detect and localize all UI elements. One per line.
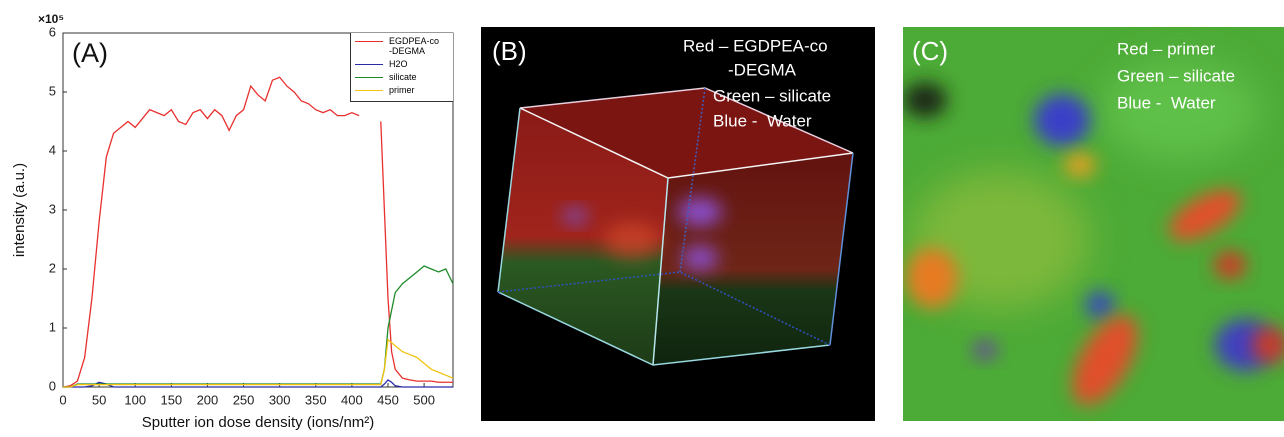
y-axis-label: intensity (a.u.): [11, 163, 28, 257]
legend-swatch: [355, 41, 383, 42]
legend-entry: silicate: [351, 72, 453, 82]
panel-label: (B): [492, 36, 527, 66]
legend-swatch: [355, 77, 383, 78]
panel-legend-text: Blue - Water: [1117, 93, 1216, 112]
y-tick-label: 5: [49, 83, 56, 98]
legend-entry: EGDPEA-co -DEGMA: [351, 36, 453, 56]
y-tick-label: 3: [49, 201, 56, 216]
y-tick-label: 1: [49, 319, 56, 334]
panel-legend-text: -DEGMA: [728, 60, 797, 79]
x-axis-label: Sputter ion dose density (ions/nm²): [142, 414, 375, 431]
panel-label: (A): [72, 38, 108, 68]
panel-legend-text: Blue - Water: [713, 111, 812, 130]
x-tick-label: 200: [197, 392, 219, 407]
legend-label: EGDPEA-co -DEGMA: [389, 36, 439, 56]
page: (A) ×10⁵ Sputter ion dose density (ions/…: [0, 0, 1284, 437]
x-tick-label: 150: [160, 392, 182, 407]
x-tick-label: 0: [59, 392, 66, 407]
panel-legend-text: Green – silicate: [713, 86, 831, 105]
panel-legend-text: Red – primer: [1117, 39, 1216, 58]
legend-label: silicate: [389, 72, 417, 82]
x-tick-label: 400: [341, 392, 363, 407]
x-tick-label: 500: [413, 392, 435, 407]
legend-entry: primer: [351, 85, 453, 95]
panel-label: (C): [912, 36, 948, 66]
series-line: [63, 77, 453, 387]
x-tick-label: 250: [233, 392, 255, 407]
legend: EGDPEA-co -DEGMA H2O silicate primer: [350, 33, 453, 102]
x-tick-label: 100: [124, 392, 146, 407]
y-tick-label: 4: [49, 142, 56, 157]
x-tick-label: 50: [92, 392, 106, 407]
y-tick-label: 0: [49, 378, 56, 393]
panel-legend-text: Red – EGDPEA-co: [683, 36, 828, 55]
legend-label: primer: [389, 85, 415, 95]
y-tick-label: 6: [49, 24, 56, 39]
y-tick-label: 2: [49, 260, 56, 275]
panel-c-image: (C) Red – primer Green – silicate Blue -…: [903, 27, 1284, 421]
panel-legend-text: Green – silicate: [1117, 66, 1235, 85]
legend-label: H2O: [389, 59, 408, 69]
legend-swatch: [355, 64, 383, 65]
legend-swatch: [355, 90, 383, 91]
x-tick-label: 450: [377, 392, 399, 407]
legend-entry: H2O: [351, 59, 453, 69]
x-tick-label: 300: [269, 392, 291, 407]
panel-b-image: (B) Red – EGDPEA-co -DEGMA Green – silic…: [481, 27, 875, 421]
x-tick-label: 350: [305, 392, 327, 407]
